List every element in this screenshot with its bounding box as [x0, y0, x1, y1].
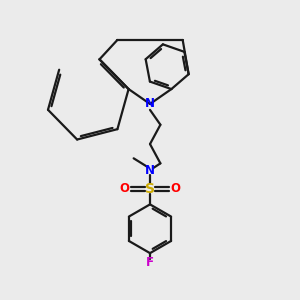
Text: S: S: [145, 182, 155, 196]
Text: O: O: [119, 182, 129, 195]
Text: N: N: [145, 164, 155, 177]
Text: F: F: [146, 256, 154, 269]
Text: N: N: [145, 98, 155, 110]
Text: O: O: [171, 182, 181, 195]
